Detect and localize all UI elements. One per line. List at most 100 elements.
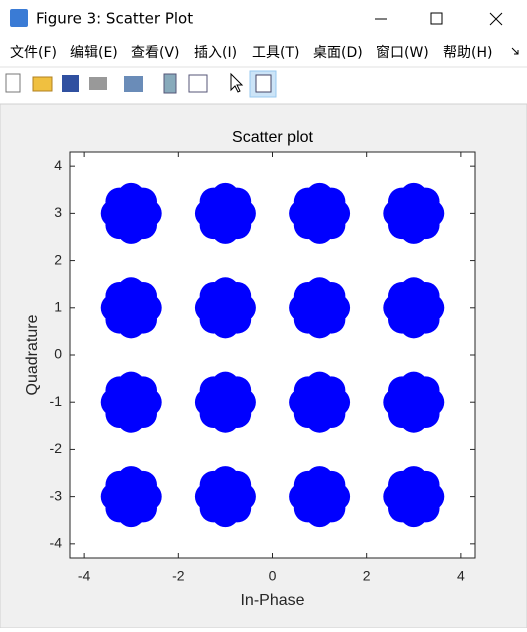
scatter-point [293,376,322,405]
scatter-point [388,400,417,429]
scatter-point [128,376,157,405]
y-tick-label: 0 [54,346,62,362]
scatter-point [128,400,157,429]
menu-item[interactable]: 帮助(H) [443,45,492,61]
scatter-point [317,281,346,310]
window-title: Figure 3: Scatter Plot [36,10,193,28]
scatter-point [199,494,228,523]
scatter-point [128,305,157,334]
legend-icon[interactable] [188,74,208,93]
scatter-point [223,400,252,429]
scatter-point [317,494,346,523]
scatter-point [411,470,440,499]
y-tick-label: -4 [50,535,63,551]
scatter-point [223,281,252,310]
scatter-point [411,187,440,216]
scatter-point [199,400,228,429]
scatter-point [105,376,134,405]
scatter-point [105,494,134,523]
scatter-point [293,400,322,429]
scatter-point [293,187,322,216]
scatter-point [411,281,440,310]
scatter-point [223,376,252,405]
scatter-point [199,470,228,499]
toolbar [0,66,527,98]
menu-overflow[interactable] [511,47,519,55]
scatter-point [388,494,417,523]
chart-title: Scatter plot [232,129,313,146]
menu-bar: 文件(F) 编辑(E) 查看(V) 插入(I) 工具(T) 桌面(D) 窗口(W) 帮助(H) [10,44,492,61]
scatter-point [317,400,346,429]
x-tick-label: 2 [363,568,371,584]
scatter-point [411,400,440,429]
menu-item[interactable]: 窗口(W) [376,44,429,61]
scatter-point [128,470,157,499]
scatter-point [317,211,346,240]
scatter-point [199,187,228,216]
menu-item[interactable]: 查看(V) [131,45,180,61]
save-icon[interactable] [62,75,79,92]
scatter-point [293,211,322,240]
scatter-point [317,187,346,216]
menu-item[interactable]: 文件(F) [10,45,57,61]
scatter-point [223,470,252,499]
menu-item[interactable]: 插入(I) [194,45,237,61]
scatter-point [128,494,157,523]
colorbar-icon[interactable] [163,73,177,94]
menu-item[interactable]: 桌面(D) [313,45,363,61]
scatter-point [388,470,417,499]
link-icon[interactable] [124,76,143,92]
x-tick-label: 0 [269,568,277,584]
scatter-point [388,281,417,310]
scatter-point [199,305,228,334]
y-tick-label: -2 [50,440,63,456]
x-tick-label: -4 [78,568,91,584]
scatter-point [105,187,134,216]
scatter-point [105,305,134,334]
scatter-point [317,376,346,405]
scatter-point [105,400,134,429]
scatter-point [223,494,252,523]
y-tick-label: 2 [54,251,62,267]
scatter-point [293,281,322,310]
axes: Scatter plot In-Phase Quadrature -4 -2 0 2 4 -4 -… [24,129,476,609]
y-tick-label: 1 [54,298,62,314]
print-icon[interactable] [89,77,107,90]
scatter-point [388,211,417,240]
scatter-point [411,494,440,523]
y-tick-label: 3 [54,204,62,220]
x-tick-label: -2 [172,568,185,584]
scatter-point [199,376,228,405]
scatter-point [388,305,417,334]
maximize-button[interactable] [430,12,443,25]
scatter-point [199,281,228,310]
scatter-point [388,187,417,216]
y-tick-label: -3 [50,487,63,503]
x-axis-label: In-Phase [240,592,304,609]
scatter-point [388,376,417,405]
y-axis-label: Quadrature [24,314,41,395]
menu-item[interactable]: 工具(T) [252,45,299,61]
scatter-point [317,305,346,334]
scatter-point [411,211,440,240]
menu-item[interactable]: 编辑(E) [70,45,118,61]
scatter-point [293,305,322,334]
x-tick-label: 4 [457,568,465,584]
scatter-point [411,376,440,405]
y-tick-label: 4 [54,157,62,173]
scatter-point [223,211,252,240]
pointer-icon[interactable] [230,72,244,93]
scatter-point [317,470,346,499]
scatter-point [128,187,157,216]
scatter-point [411,305,440,334]
scatter-point [105,211,134,240]
open-icon[interactable] [32,76,53,92]
y-tick-label: -1 [50,393,63,409]
scatter-point [199,211,228,240]
new-icon[interactable] [5,73,21,93]
scatter-point [128,281,157,310]
scatter-point [105,470,134,499]
close-button[interactable] [489,12,503,26]
